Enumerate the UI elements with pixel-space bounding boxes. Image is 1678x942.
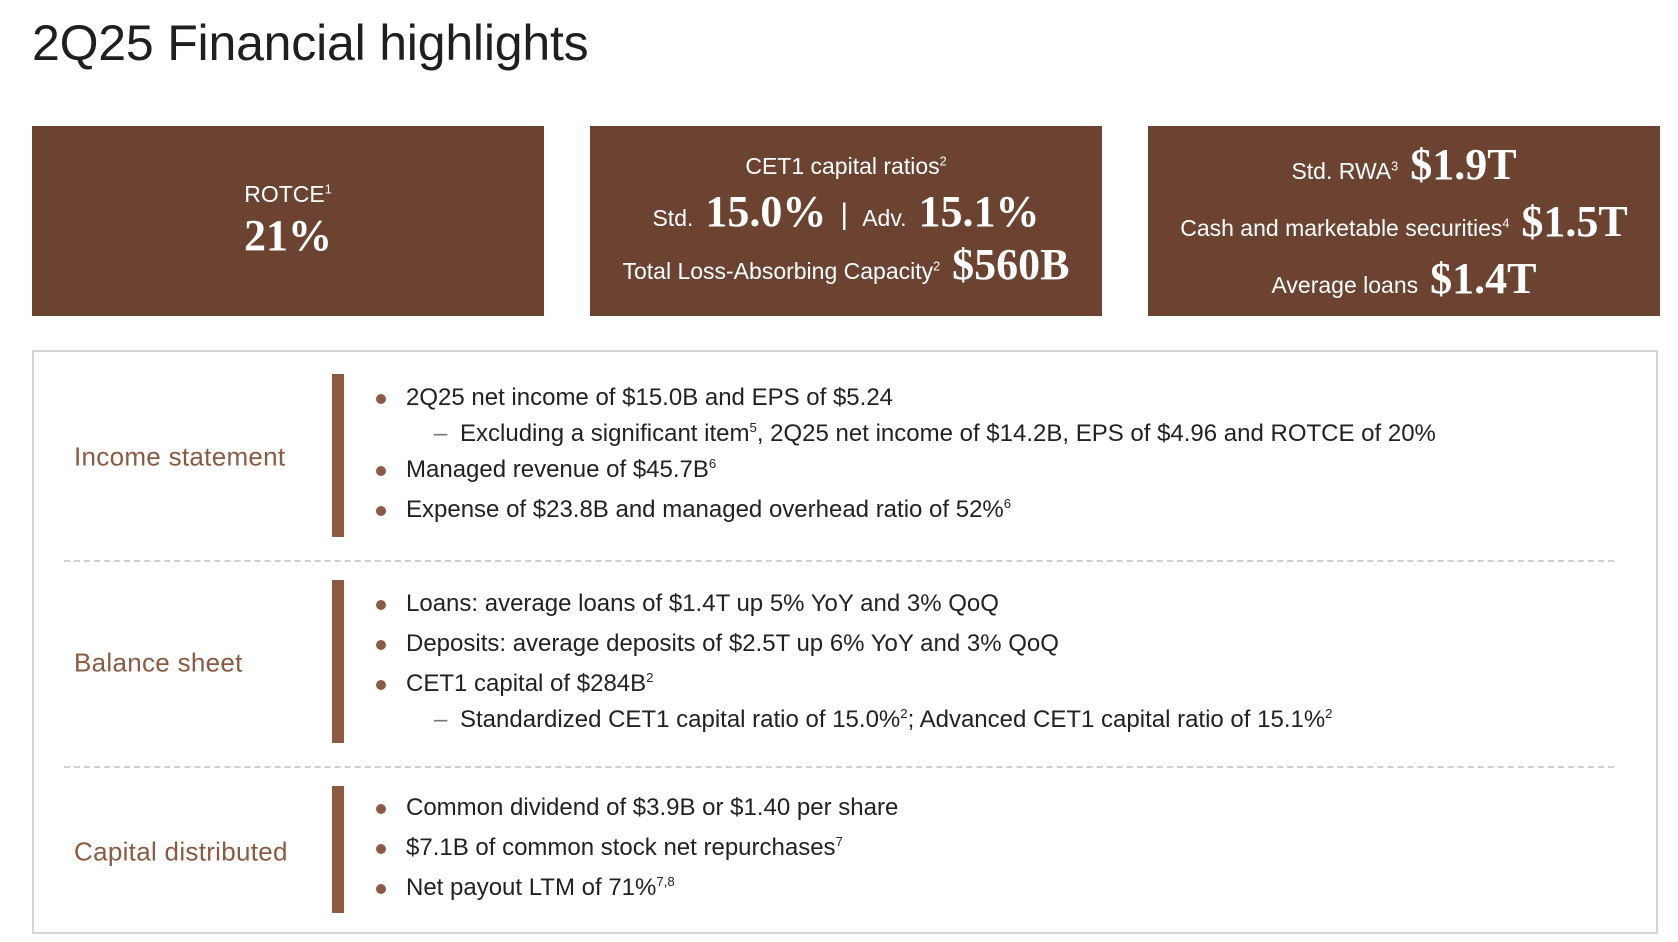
- section-divider: [64, 560, 1614, 562]
- cet1-label: CET1 capital ratios2: [745, 152, 947, 179]
- balance-kpi-card: Std. RWA3 $1.9T Cash and marketable secu…: [1148, 126, 1660, 316]
- rwa-row: Std. RWA3 $1.9T: [1291, 139, 1516, 190]
- std-value: 15.0%: [705, 186, 827, 236]
- tlac-value: $560B: [952, 239, 1070, 289]
- section-bar: [332, 786, 344, 913]
- loans-row: Average loans $1.4T: [1272, 253, 1537, 304]
- section-label: Income statement: [74, 441, 286, 472]
- rwa-label: Std. RWA3: [1291, 157, 1399, 184]
- rotce-value: 21%: [244, 211, 332, 260]
- bullet-list: Loans: average loans of $1.4T up 5% YoY …: [376, 584, 1333, 736]
- adv-label: Adv.: [862, 204, 907, 231]
- sub-list-item: Standardized CET1 capital ratio of 15.0%…: [376, 704, 1333, 736]
- section-bar: [332, 374, 344, 537]
- section-label: Balance sheet: [74, 647, 243, 678]
- loans-value: $1.4T: [1430, 253, 1537, 303]
- list-item: Managed revenue of $45.7B6: [376, 450, 1436, 490]
- cet1-card: CET1 capital ratios2 Std. 15.0% | Adv. 1…: [590, 126, 1102, 316]
- list-item: 2Q25 net income of $15.0B and EPS of $5.…: [376, 378, 1436, 418]
- page-title: 2Q25 Financial highlights: [32, 15, 589, 71]
- rotce-card: ROTCE1 21%: [32, 126, 544, 316]
- tlac-label: Total Loss-Absorbing Capacity2: [622, 257, 941, 284]
- rwa-value: $1.9T: [1410, 139, 1517, 189]
- sub-list-item: Excluding a significant item5, 2Q25 net …: [376, 418, 1436, 450]
- tlac-row: Total Loss-Absorbing Capacity2 $560B: [622, 239, 1069, 290]
- std-label: Std.: [652, 204, 694, 231]
- list-item: Common dividend of $3.9B or $1.40 per sh…: [376, 788, 898, 828]
- bullet-list: Common dividend of $3.9B or $1.40 per sh…: [376, 788, 898, 908]
- list-item: CET1 capital of $284B2: [376, 664, 1333, 704]
- section-bar: [332, 580, 344, 743]
- list-item: Deposits: average deposits of $2.5T up 6…: [376, 624, 1333, 664]
- section-divider: [64, 766, 1614, 768]
- loans-label: Average loans: [1271, 271, 1419, 298]
- list-item: Expense of $23.8B and managed overhead r…: [376, 490, 1436, 530]
- cash-row: Cash and marketable securities4 $1.5T: [1180, 196, 1628, 247]
- cet1-ratios-row: Std. 15.0% | Adv. 15.1%: [652, 186, 1039, 237]
- list-item: Loans: average loans of $1.4T up 5% YoY …: [376, 584, 1333, 624]
- ratio-separator: |: [840, 197, 849, 231]
- highlights-panel: Income statement 2Q25 net income of $15.…: [32, 350, 1658, 934]
- rotce-label: ROTCE1: [244, 181, 332, 207]
- adv-value: 15.1%: [918, 186, 1040, 236]
- list-item: Net payout LTM of 71%7,8: [376, 868, 898, 908]
- cash-label: Cash and marketable securities4: [1180, 214, 1510, 241]
- list-item: $7.1B of common stock net repurchases7: [376, 828, 898, 868]
- bullet-list: 2Q25 net income of $15.0B and EPS of $5.…: [376, 378, 1436, 530]
- cash-value: $1.5T: [1521, 196, 1628, 246]
- section-label: Capital distributed: [74, 836, 288, 867]
